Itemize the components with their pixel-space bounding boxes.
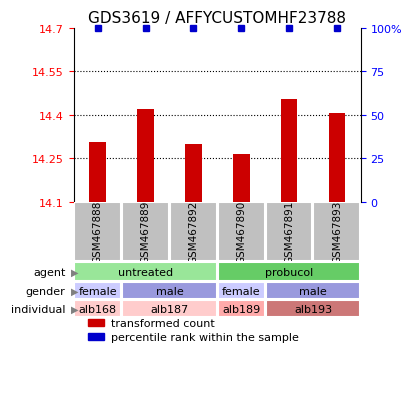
FancyBboxPatch shape bbox=[217, 282, 264, 300]
Text: GSM467890: GSM467890 bbox=[236, 200, 246, 263]
FancyBboxPatch shape bbox=[74, 262, 216, 282]
FancyBboxPatch shape bbox=[169, 202, 216, 261]
Bar bbox=[232, 154, 249, 202]
Text: transformed count: transformed count bbox=[111, 318, 214, 328]
FancyBboxPatch shape bbox=[122, 202, 169, 261]
Text: GSM467891: GSM467891 bbox=[283, 200, 293, 263]
Text: ▶: ▶ bbox=[71, 286, 78, 296]
Bar bbox=[137, 110, 153, 202]
Text: GSM467892: GSM467892 bbox=[188, 200, 198, 263]
FancyBboxPatch shape bbox=[74, 282, 121, 300]
Text: ▶: ▶ bbox=[71, 304, 78, 314]
Text: alb193: alb193 bbox=[293, 304, 331, 314]
Bar bbox=[328, 114, 344, 202]
Text: male: male bbox=[155, 286, 183, 296]
Text: percentile rank within the sample: percentile rank within the sample bbox=[111, 332, 298, 342]
Text: female: female bbox=[221, 286, 260, 296]
Text: untreated: untreated bbox=[118, 267, 173, 277]
Text: individual: individual bbox=[11, 304, 65, 314]
Text: ▶: ▶ bbox=[71, 267, 78, 277]
FancyBboxPatch shape bbox=[265, 300, 360, 318]
Bar bbox=[280, 100, 297, 202]
Title: GDS3619 / AFFYCUSTOMHF23788: GDS3619 / AFFYCUSTOMHF23788 bbox=[88, 12, 346, 26]
Text: GSM467888: GSM467888 bbox=[92, 200, 103, 263]
FancyBboxPatch shape bbox=[312, 202, 360, 261]
Text: alb187: alb187 bbox=[150, 304, 188, 314]
Text: GSM467893: GSM467893 bbox=[331, 200, 341, 263]
FancyBboxPatch shape bbox=[122, 282, 216, 300]
Text: GSM467889: GSM467889 bbox=[140, 200, 150, 263]
Text: agent: agent bbox=[33, 267, 65, 277]
FancyBboxPatch shape bbox=[217, 262, 360, 282]
Bar bbox=[89, 143, 106, 202]
FancyBboxPatch shape bbox=[74, 300, 121, 318]
FancyBboxPatch shape bbox=[74, 202, 121, 261]
Text: alb189: alb189 bbox=[222, 304, 260, 314]
Text: female: female bbox=[78, 286, 117, 296]
FancyBboxPatch shape bbox=[217, 202, 264, 261]
Text: probucol: probucol bbox=[264, 267, 312, 277]
Bar bbox=[88, 334, 104, 341]
FancyBboxPatch shape bbox=[122, 300, 216, 318]
Text: male: male bbox=[298, 286, 326, 296]
Text: alb168: alb168 bbox=[79, 304, 117, 314]
Bar bbox=[88, 320, 104, 327]
FancyBboxPatch shape bbox=[265, 282, 360, 300]
FancyBboxPatch shape bbox=[265, 202, 312, 261]
Text: gender: gender bbox=[26, 286, 65, 296]
FancyBboxPatch shape bbox=[217, 300, 264, 318]
Bar bbox=[184, 145, 201, 202]
